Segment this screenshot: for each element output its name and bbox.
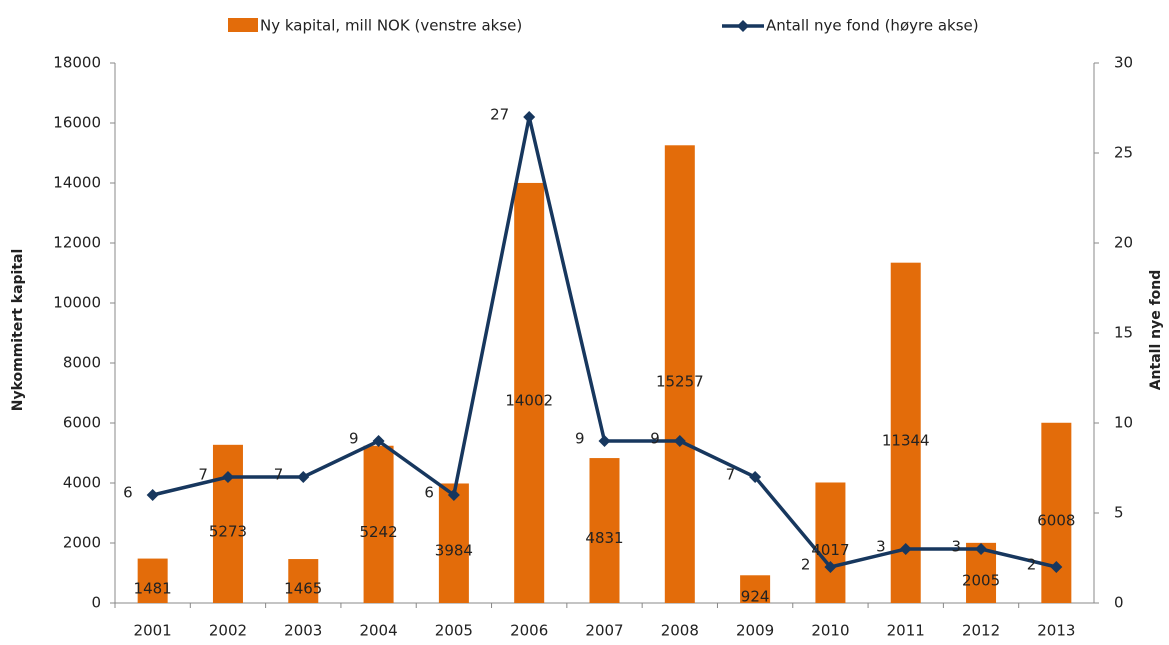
bar xyxy=(363,445,394,603)
line-marker xyxy=(221,471,234,483)
data-label: 5242 xyxy=(359,523,397,541)
x-tick-label: 2003 xyxy=(284,622,322,640)
line-marker xyxy=(297,471,310,483)
y2-tick-label: 25 xyxy=(1114,144,1133,162)
legend-marker xyxy=(737,20,749,32)
x-tick-label: 2001 xyxy=(134,622,172,640)
x-tick-label: 2004 xyxy=(359,622,397,640)
line-marker xyxy=(975,543,988,555)
bar xyxy=(137,558,168,603)
data-label: 11344 xyxy=(882,431,930,449)
data-label: 9 xyxy=(575,430,585,448)
line-marker xyxy=(447,489,460,501)
y-tick-label: 10000 xyxy=(53,294,101,312)
data-label: 4831 xyxy=(585,529,623,547)
x-tick-label: 2010 xyxy=(811,622,849,640)
line-marker xyxy=(523,111,536,123)
line-marker xyxy=(372,435,385,447)
data-label: 3 xyxy=(876,538,886,556)
data-label: 7 xyxy=(198,466,208,484)
data-label: 14002 xyxy=(505,391,553,409)
x-tick-label: 2005 xyxy=(435,622,473,640)
x-tick-label: 2009 xyxy=(736,622,774,640)
data-label: 7 xyxy=(274,466,284,484)
data-label: 1481 xyxy=(134,579,172,597)
x-tick-label: 2002 xyxy=(209,622,247,640)
data-label: 9 xyxy=(650,430,660,448)
data-label: 3984 xyxy=(435,542,473,560)
data-label: 6 xyxy=(123,484,133,502)
data-label: 2 xyxy=(801,556,811,574)
y2-tick-label: 5 xyxy=(1114,504,1124,522)
data-label: 3 xyxy=(951,538,961,556)
x-tick-label: 2011 xyxy=(887,622,925,640)
y2-axis-title: Antall nye fond xyxy=(1148,270,1164,391)
y-tick-label: 8000 xyxy=(63,354,101,372)
line-marker xyxy=(673,435,686,447)
bar xyxy=(740,575,771,603)
legend-label: Ny kapital, mill NOK (venstre akse) xyxy=(260,17,522,35)
line-marker xyxy=(146,489,159,501)
data-label: 2 xyxy=(1027,556,1037,574)
data-label: 5273 xyxy=(209,522,247,540)
y-tick-label: 6000 xyxy=(63,414,101,432)
bar xyxy=(664,145,695,604)
y-tick-label: 0 xyxy=(91,594,101,612)
y-tick-label: 18000 xyxy=(53,54,101,72)
y2-tick-label: 10 xyxy=(1114,414,1133,432)
y-tick-label: 2000 xyxy=(63,534,101,552)
x-tick-label: 2006 xyxy=(510,622,548,640)
line-marker xyxy=(598,435,611,447)
x-tick-label: 2013 xyxy=(1037,622,1075,640)
data-label: 6 xyxy=(424,484,434,502)
bar xyxy=(438,483,469,603)
y-tick-label: 14000 xyxy=(53,174,101,192)
y2-tick-label: 0 xyxy=(1114,594,1124,612)
bar xyxy=(589,458,620,603)
data-label: 7 xyxy=(726,466,736,484)
x-tick-label: 2012 xyxy=(962,622,1000,640)
x-tick-label: 2007 xyxy=(585,622,623,640)
data-label: 924 xyxy=(741,588,770,606)
data-label: 6008 xyxy=(1037,511,1075,529)
data-label: 4017 xyxy=(811,541,849,559)
data-label: 1465 xyxy=(284,580,322,598)
y-tick-label: 16000 xyxy=(53,114,101,132)
y2-tick-label: 30 xyxy=(1114,54,1133,72)
line-marker xyxy=(899,543,912,555)
bar xyxy=(288,559,319,603)
bar xyxy=(815,482,846,603)
data-label: 27 xyxy=(490,106,509,124)
legend-label: Antall nye fond (høyre akse) xyxy=(766,17,979,35)
line-marker xyxy=(749,471,762,483)
x-tick-label: 2008 xyxy=(661,622,699,640)
line-marker xyxy=(1050,561,1063,573)
data-label: 9 xyxy=(349,430,359,448)
bar xyxy=(514,182,545,603)
legend-swatch xyxy=(228,18,258,32)
y-tick-label: 12000 xyxy=(53,234,101,252)
y2-tick-label: 20 xyxy=(1114,234,1133,252)
y2-tick-label: 15 xyxy=(1114,324,1133,342)
y-tick-label: 4000 xyxy=(63,474,101,492)
line-marker xyxy=(824,561,837,573)
data-label: 2005 xyxy=(962,571,1000,589)
data-label: 15257 xyxy=(656,373,704,391)
y-axis-title: Nykommitert kapital xyxy=(10,249,26,412)
